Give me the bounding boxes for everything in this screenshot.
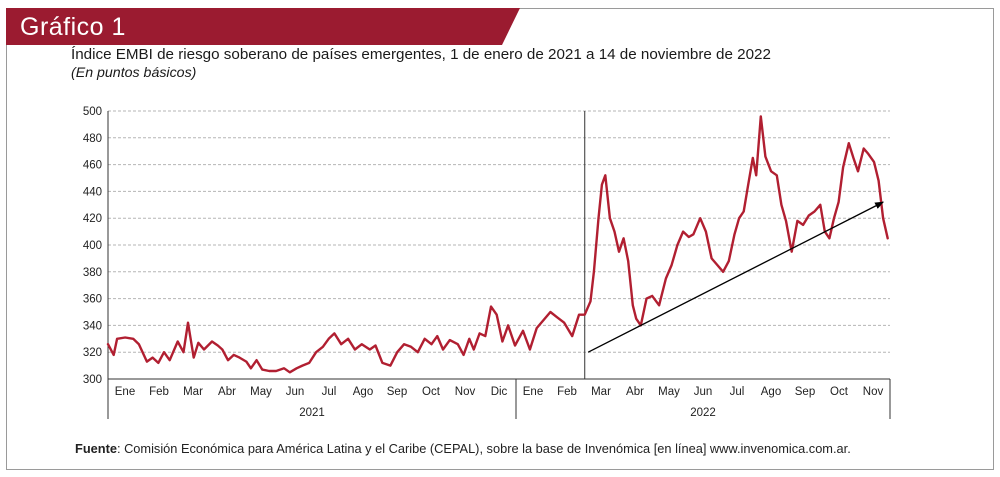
series-layer <box>106 115 889 374</box>
x-tick-label: Mar <box>591 386 611 398</box>
x-tick-label: Mar <box>183 386 203 398</box>
x-tick-label: Sep <box>795 386 815 398</box>
x-axis: Ene Feb Mar Abr May Jun Jul Ago Sep Oct Nov Dic Ene F… <box>107 378 891 419</box>
y-tick-label: 480 <box>83 133 102 145</box>
figure-badge-shape <box>6 8 520 45</box>
y-tick-label: 300 <box>83 374 102 386</box>
y-tick-label: 440 <box>83 186 102 198</box>
y-tick-label: 360 <box>83 294 102 306</box>
x-tick-label: Ene <box>523 386 543 398</box>
x-tick-label: Jun <box>286 386 305 398</box>
y-tick-label: 340 <box>83 320 102 332</box>
trend-arrow <box>587 201 885 353</box>
x-tick-label: May <box>658 386 680 398</box>
y-axis: 300 320 340 360 380 400 420 440 460 480 500 <box>83 106 109 386</box>
x-tick-label: Abr <box>626 386 644 398</box>
figure-badge-label: Gráfico 1 <box>20 13 126 41</box>
x-tick-label: Jun <box>694 386 713 398</box>
x-tick-label: Ago <box>353 386 373 398</box>
x-tick-label: Ene <box>115 386 135 398</box>
year-label: 2022 <box>690 407 716 419</box>
x-tick-label: Jul <box>322 386 337 398</box>
x-tick-label: Jul <box>730 386 745 398</box>
x-tick-label: Ago <box>761 386 781 398</box>
x-tick-label: Oct <box>422 386 441 398</box>
x-tick-label: Feb <box>557 386 577 398</box>
x-tick-label: Sep <box>387 386 407 398</box>
y-tick-label: 500 <box>83 106 102 118</box>
x-tick-label: Nov <box>863 386 884 398</box>
embi-series-line <box>106 115 889 374</box>
year-label: 2021 <box>299 407 325 419</box>
y-tick-label: 320 <box>83 347 102 359</box>
y-tick-label: 380 <box>83 267 102 279</box>
x-tick-label: Dic <box>491 386 508 398</box>
y-tick-label: 460 <box>83 160 102 172</box>
x-tick-label: Nov <box>455 386 476 398</box>
x-tick-label: Feb <box>149 386 169 398</box>
chart-subtitle: (En puntos básicos) <box>71 65 197 81</box>
source-prefix: Fuente <box>75 441 117 456</box>
x-tick-label: Abr <box>218 386 236 398</box>
y-tick-label: 400 <box>83 240 102 252</box>
x-tick-label: Oct <box>830 386 849 398</box>
x-tick-label: May <box>250 386 272 398</box>
trend-layer <box>587 201 885 353</box>
figure-badge <box>6 8 520 45</box>
source-note: Fuente: Comisión Económica para América … <box>75 441 851 456</box>
chart-title: Índice EMBI de riesgo soberano de países… <box>71 46 771 63</box>
gridlines <box>108 110 890 379</box>
source-text: : Comisión Económica para América Latina… <box>116 441 851 456</box>
y-tick-label: 420 <box>83 213 102 225</box>
